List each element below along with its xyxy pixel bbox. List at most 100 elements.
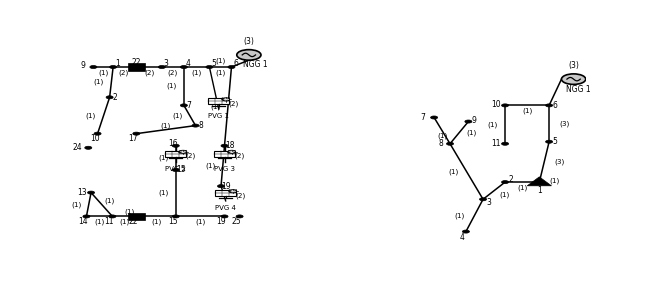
Text: NGG 1: NGG 1: [566, 85, 591, 94]
Text: (1): (1): [161, 123, 171, 129]
Polygon shape: [527, 177, 551, 186]
Circle shape: [158, 66, 165, 69]
Circle shape: [561, 74, 586, 84]
Circle shape: [109, 66, 117, 69]
Circle shape: [173, 168, 179, 172]
Text: (1): (1): [499, 192, 509, 198]
Circle shape: [94, 132, 101, 135]
Circle shape: [501, 142, 508, 145]
Circle shape: [85, 146, 92, 149]
Circle shape: [173, 215, 179, 218]
Bar: [208, 99, 229, 104]
Circle shape: [83, 215, 90, 218]
Text: 7: 7: [186, 101, 191, 110]
Text: 2: 2: [508, 175, 514, 184]
Text: (1): (1): [124, 208, 135, 215]
Text: (2): (2): [229, 100, 239, 107]
Circle shape: [501, 181, 508, 184]
Text: 1: 1: [537, 186, 542, 196]
Circle shape: [462, 230, 469, 233]
Text: (1): (1): [94, 219, 105, 225]
Text: (1): (1): [166, 83, 176, 89]
Circle shape: [221, 215, 228, 218]
Text: (1): (1): [205, 163, 215, 169]
Text: 2: 2: [113, 93, 117, 102]
Text: 5: 5: [211, 59, 216, 68]
Text: (1): (1): [104, 198, 115, 204]
Text: (1): (1): [210, 103, 221, 110]
Text: PVG 4: PVG 4: [215, 205, 236, 211]
Text: (1): (1): [195, 219, 205, 225]
Circle shape: [133, 132, 140, 135]
Text: (3): (3): [568, 61, 579, 70]
Text: 11: 11: [105, 217, 114, 226]
Text: (1): (1): [158, 155, 169, 161]
Text: (1): (1): [549, 177, 560, 184]
Text: (1): (1): [191, 69, 202, 76]
Circle shape: [180, 150, 187, 153]
Circle shape: [206, 66, 213, 69]
Text: 18: 18: [225, 141, 234, 150]
Circle shape: [480, 198, 486, 201]
Circle shape: [465, 120, 472, 123]
Text: 8: 8: [198, 121, 203, 130]
Circle shape: [546, 104, 553, 107]
Text: (2): (2): [186, 153, 196, 159]
Text: 22: 22: [132, 58, 141, 67]
Text: 25: 25: [232, 217, 242, 226]
Bar: [165, 151, 186, 157]
Text: 24: 24: [72, 143, 82, 152]
Text: (1): (1): [437, 133, 447, 139]
Bar: [128, 213, 145, 220]
Circle shape: [109, 215, 116, 218]
Circle shape: [217, 185, 225, 188]
Text: (1): (1): [94, 79, 104, 86]
Text: (1): (1): [215, 58, 225, 64]
Text: 9: 9: [472, 116, 477, 125]
Text: 19: 19: [217, 217, 227, 226]
Text: 3: 3: [487, 198, 492, 207]
Text: (1): (1): [119, 219, 130, 225]
Text: PVG 3: PVG 3: [214, 166, 235, 172]
Text: 10: 10: [492, 100, 501, 109]
Text: 15: 15: [168, 217, 178, 226]
Circle shape: [229, 190, 237, 193]
Text: (2): (2): [236, 192, 246, 199]
Circle shape: [430, 116, 437, 119]
Circle shape: [236, 215, 243, 218]
Circle shape: [106, 96, 113, 99]
Text: (1): (1): [517, 184, 527, 191]
Text: (2): (2): [144, 69, 154, 76]
Text: (3): (3): [559, 120, 570, 127]
Circle shape: [180, 66, 187, 69]
Bar: [128, 63, 145, 71]
Text: 7: 7: [421, 113, 426, 122]
Text: 4: 4: [460, 233, 464, 242]
Text: 13: 13: [77, 188, 87, 197]
Circle shape: [447, 142, 454, 145]
Text: 14: 14: [79, 217, 88, 226]
Text: 6: 6: [553, 101, 558, 110]
Circle shape: [180, 104, 187, 107]
Text: 9: 9: [81, 61, 86, 70]
Bar: [215, 190, 236, 196]
Text: NGG 1: NGG 1: [243, 60, 268, 69]
Text: 3: 3: [163, 59, 169, 68]
Text: 17: 17: [128, 134, 138, 143]
Circle shape: [237, 50, 261, 60]
Text: 4: 4: [186, 59, 190, 68]
Text: 1: 1: [115, 59, 120, 68]
Circle shape: [173, 144, 179, 147]
Circle shape: [192, 124, 199, 127]
Circle shape: [223, 98, 230, 101]
Text: (3): (3): [554, 159, 564, 165]
Circle shape: [90, 66, 97, 69]
Text: (1): (1): [454, 212, 464, 219]
Bar: [214, 151, 235, 157]
Text: (1): (1): [86, 112, 96, 119]
Text: (1): (1): [151, 219, 161, 225]
Text: (1): (1): [71, 201, 81, 208]
Text: (1): (1): [488, 121, 497, 128]
Text: (1): (1): [467, 129, 477, 136]
Text: (2): (2): [168, 69, 178, 76]
